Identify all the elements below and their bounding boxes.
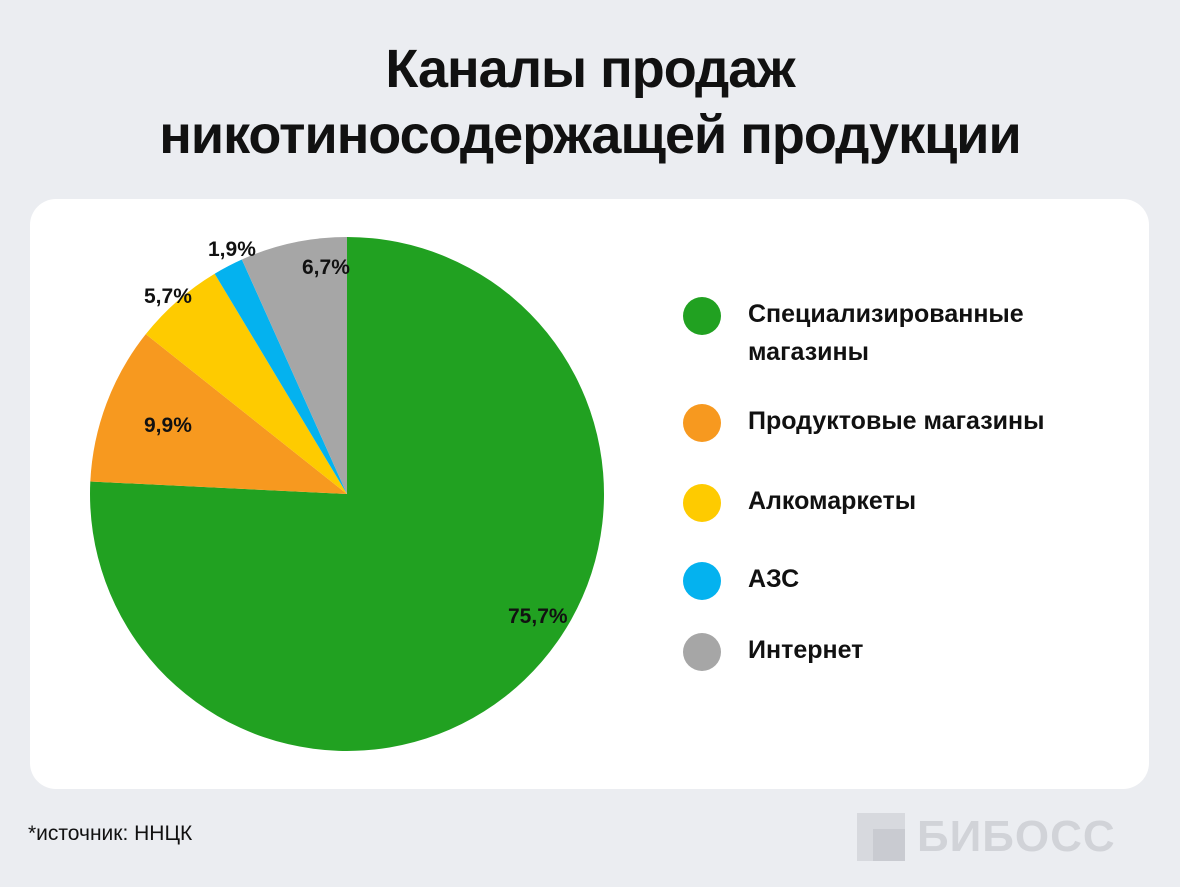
data-label-3: 5,7%: [144, 285, 192, 308]
pie-slice-5: [241, 237, 347, 494]
chart-card: 75,7% 9,9% 5,7% 1,9% 6,7% Специализированные…: [30, 199, 1149, 789]
legend-swatch: [683, 404, 721, 442]
pie-slice-1: [90, 237, 605, 752]
pie-slice-3: [145, 273, 347, 494]
legend-swatch: [683, 484, 721, 522]
pie-slice-4: [214, 259, 347, 494]
legend-item: Специализированные магазины: [683, 295, 1078, 371]
page-title: Каналы продаж никотиносодержащей продукц…: [0, 36, 1180, 168]
pie-chart: 75,7% 9,9% 5,7% 1,9% 6,7%: [90, 237, 605, 752]
legend-label: Алкомаркеты: [748, 487, 917, 515]
legend-item: Интернет: [683, 631, 1138, 671]
legend-swatch: [683, 633, 721, 671]
legend-item: АЗС: [683, 560, 1138, 600]
legend-label: АЗС: [748, 565, 800, 593]
legend-label: Специализированные магазины: [748, 300, 1024, 366]
title-line-2: никотиносодержащей продукции: [159, 105, 1021, 165]
legend-item: Алкомаркеты: [683, 482, 1138, 522]
title-line-1: Каналы продаж: [385, 39, 795, 99]
legend-label: Интернет: [748, 636, 864, 664]
logo-mark-icon: [857, 813, 905, 861]
legend-label: Продуктовые магазины: [748, 407, 1045, 435]
legend-swatch: [683, 297, 721, 335]
data-label-5: 6,7%: [302, 256, 350, 279]
data-label-4: 1,9%: [208, 238, 256, 261]
data-label-2: 9,9%: [144, 414, 192, 437]
logo-text: БИБОСС: [917, 812, 1116, 861]
legend-item: Продуктовые магазины: [683, 402, 1138, 442]
brand-logo: БИБОСС: [857, 812, 1116, 862]
source-note: *источник: ННЦК: [28, 822, 193, 845]
pie-slice-2: [90, 334, 347, 494]
legend-swatch: [683, 562, 721, 600]
data-label-1: 75,7%: [508, 605, 568, 628]
